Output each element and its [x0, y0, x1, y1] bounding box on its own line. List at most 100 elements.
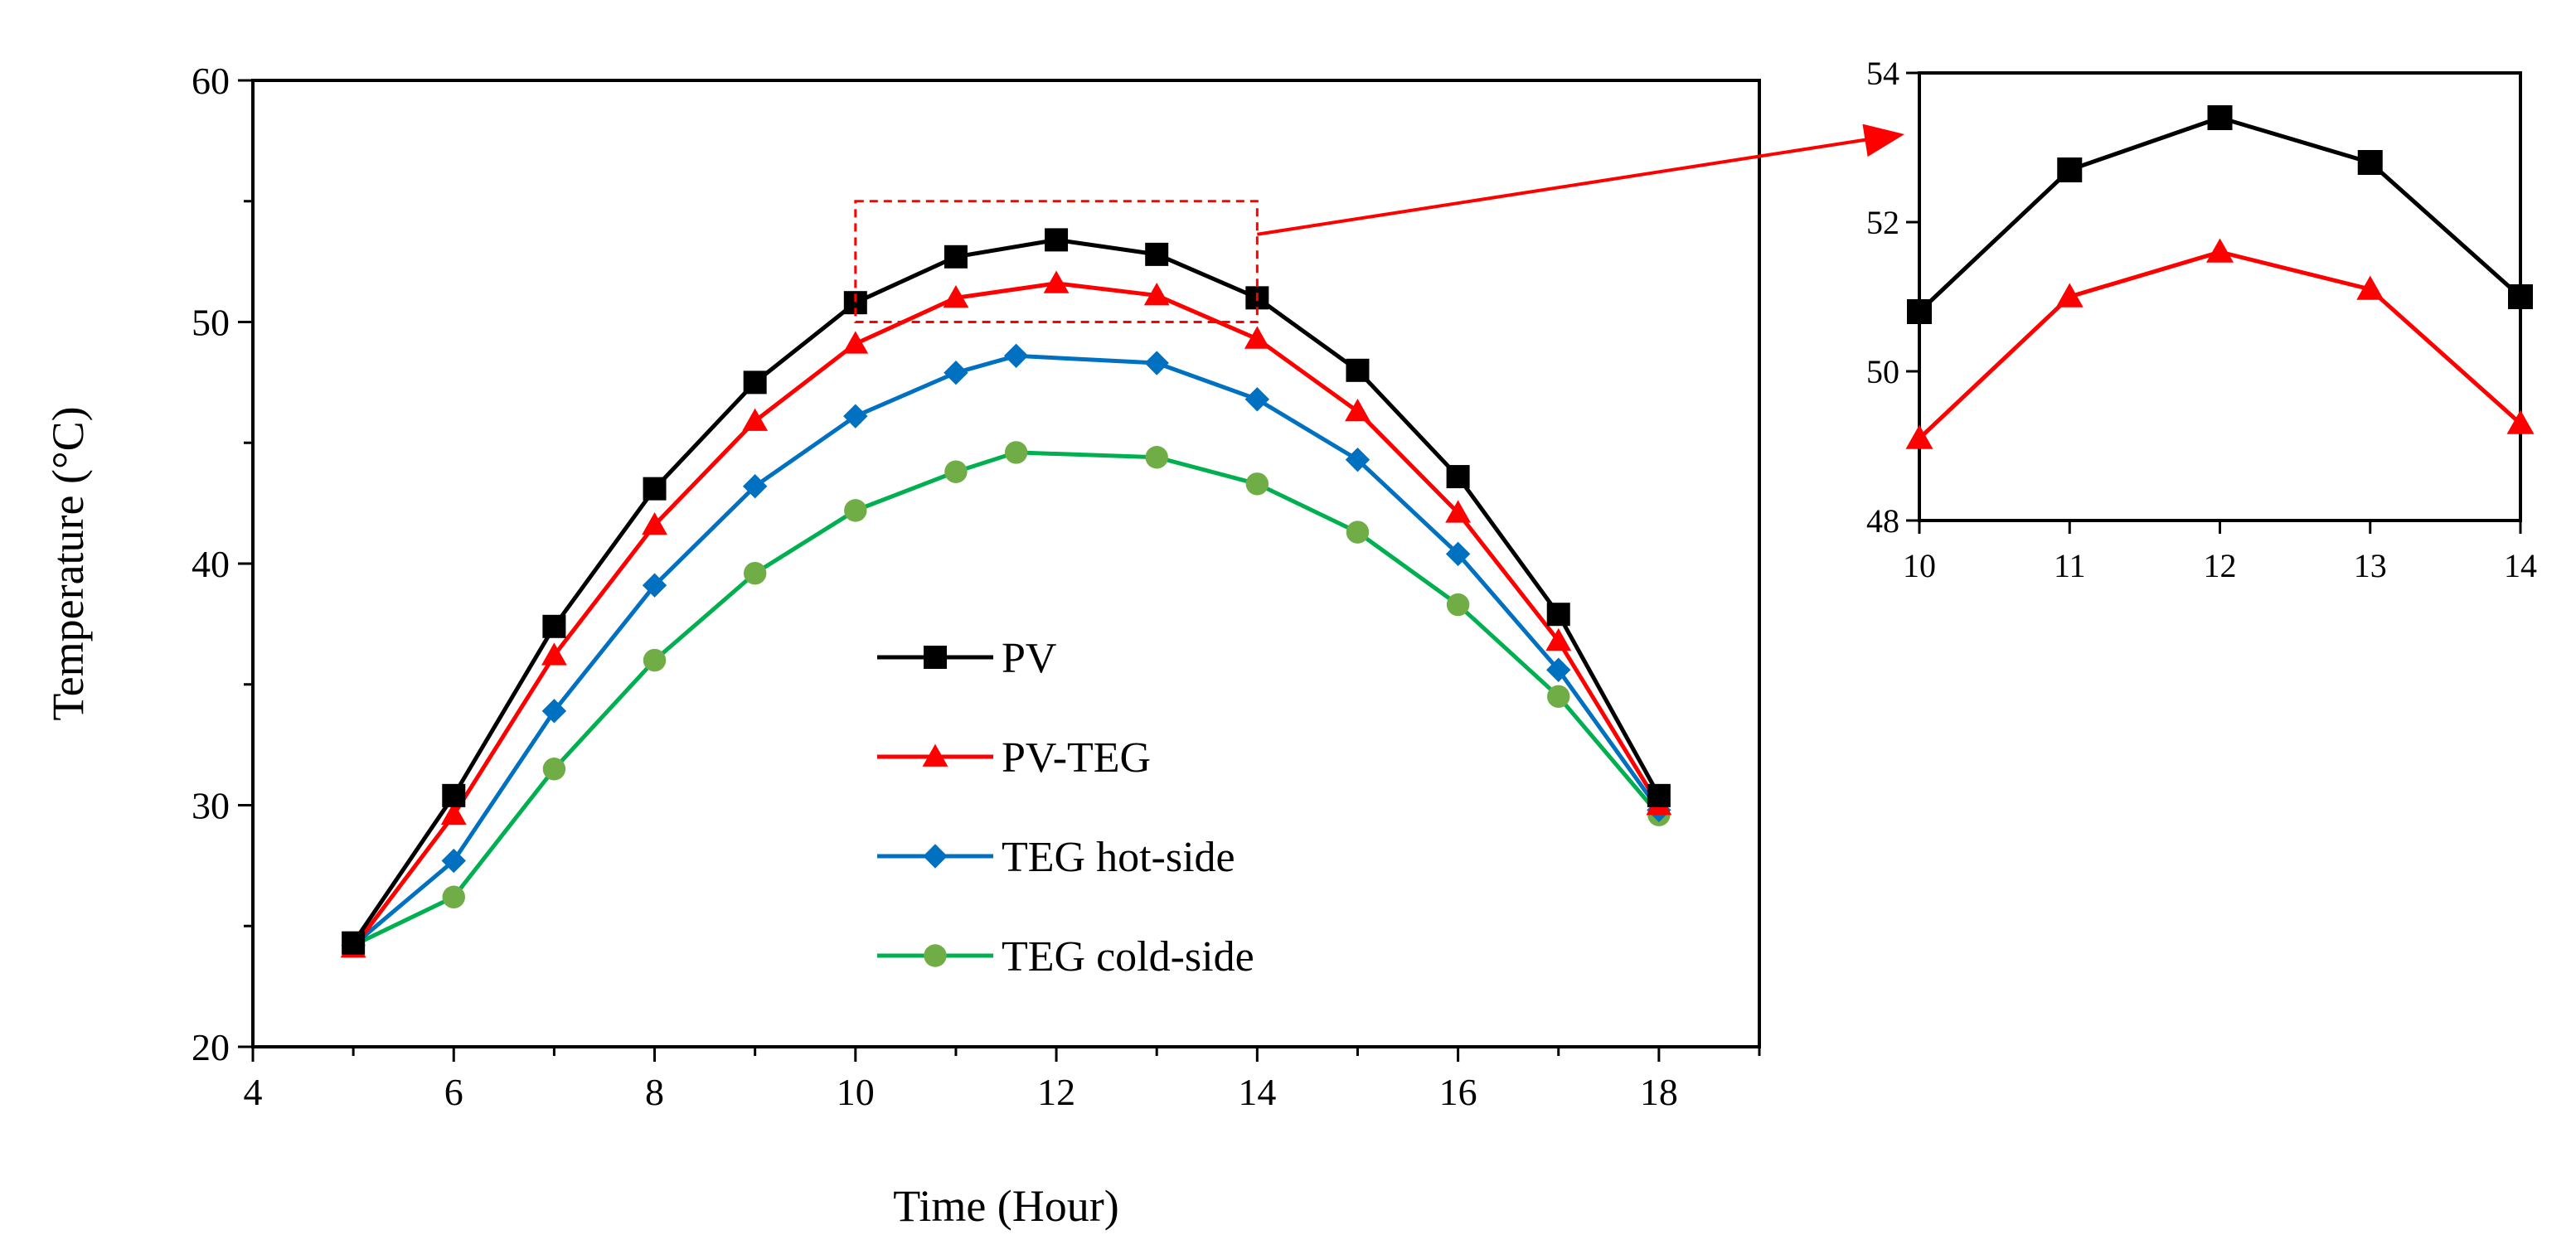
main-data-point-teg-hot-side	[1345, 447, 1370, 472]
main-series-teg-cold-side	[342, 441, 1671, 957]
main-plot-frame	[251, 79, 1761, 1048]
main-data-point-teg-cold-side	[1547, 685, 1570, 709]
zoom-arrow-head	[1862, 123, 1904, 157]
main-series-pv	[342, 228, 1671, 955]
main-data-point-teg-hot-side	[1546, 657, 1571, 682]
zoom-connector	[854, 123, 1904, 323]
main-data-point-teg-cold-side	[1346, 521, 1370, 544]
main-data-point-pv	[1346, 358, 1370, 382]
main-data-point-pv-teg	[1445, 500, 1471, 523]
main-data-point-teg-hot-side	[944, 361, 968, 385]
legend-entry-pv-teg: PV-TEG	[877, 734, 1151, 782]
main-data-point-pv-teg	[1043, 270, 1070, 293]
inset-data-point-pv	[2207, 105, 2233, 130]
main-plot: 4 6 8 10 12 14 16 18 20 30 40 50 60 Time (Hour) Temper…	[43, 60, 1761, 1231]
main-data-point-teg-cold-side	[1446, 593, 1470, 617]
main-data-point-pv-teg	[943, 284, 969, 308]
legend-entry-teg-cold-side: TEG cold-side	[877, 933, 1254, 981]
main-data-point-teg-cold-side	[944, 460, 968, 483]
main-x-tick-label: 4	[244, 1071, 263, 1113]
main-y-tick-label: 20	[192, 1026, 230, 1068]
legend-label-teg-cold-side: TEG cold-side	[1002, 933, 1254, 981]
inset-x-tick-label: 10	[1903, 547, 1936, 584]
main-data-point-pv-teg	[440, 801, 467, 826]
legend-marker-pv	[924, 646, 947, 669]
main-data-point-pv	[1647, 783, 1671, 807]
main-x-tick-label: 10	[837, 1071, 875, 1113]
inset-x-tick-label: 14	[2504, 547, 2537, 584]
inset-series-pv	[1907, 105, 2533, 324]
inset-series-line-pv-teg	[1918, 249, 2522, 440]
inset-data-point-pv	[2357, 150, 2383, 175]
inset-data-point-pv-teg	[1905, 424, 1933, 449]
main-data-point-pv-teg	[1143, 283, 1170, 306]
main-y-tick-label: 40	[192, 543, 230, 585]
legend: PV PV-TEG TEG hot-side TEG cold-side	[877, 635, 1254, 981]
main-x-tick-label: 14	[1238, 1071, 1276, 1113]
main-data-point-pv	[1546, 603, 1570, 627]
main-data-point-teg-cold-side	[1145, 446, 1168, 469]
main-data-point-pv	[442, 783, 466, 807]
legend-label-pv: PV	[1002, 635, 1056, 682]
legend-entry-teg-hot-side: TEG hot-side	[877, 834, 1235, 881]
main-data-point-pv-teg	[1345, 398, 1370, 422]
main-x-axis-title: Time (Hour)	[893, 1181, 1119, 1231]
main-data-point-pv-teg	[842, 331, 869, 354]
main-series-line-teg-hot-side	[352, 353, 1661, 947]
main-y-axis-title: Temperature (°C)	[43, 406, 93, 720]
main-series-line-pv-teg	[352, 281, 1661, 949]
main-data-point-teg-hot-side	[541, 699, 567, 724]
main-data-point-teg-hot-side	[441, 848, 466, 874]
main-data-point-pv-teg	[541, 642, 567, 666]
inset-data-point-pv	[1907, 299, 1932, 324]
main-data-point-pv	[1145, 242, 1169, 266]
main-data-point-teg-hot-side	[1003, 343, 1029, 369]
main-data-point-teg-hot-side	[843, 404, 868, 429]
inset-data-point-pv	[2057, 157, 2083, 182]
main-x-tick-label: 18	[1640, 1071, 1678, 1113]
inset-y-tick-label: 50	[1866, 353, 1899, 390]
legend-marker-pv-teg	[922, 743, 948, 767]
main-data-point-teg-cold-side	[643, 648, 667, 672]
main-series-line-pv	[352, 237, 1662, 945]
main-data-point-teg-cold-side	[844, 499, 867, 522]
main-data-point-pv	[1045, 228, 1069, 252]
inset-data-point-pv-teg	[2055, 283, 2084, 307]
main-data-point-teg-hot-side	[742, 474, 768, 499]
main-data-point-teg-cold-side	[743, 561, 767, 585]
inset-plot-frame	[1918, 71, 2522, 522]
inset-series-line-pv	[1918, 115, 2522, 313]
main-data-point-teg-cold-side	[542, 758, 566, 781]
zoom-box	[854, 200, 1259, 323]
main-data-point-pv	[342, 931, 366, 955]
main-y-tick-label: 50	[192, 302, 230, 344]
legend-label-pv-teg: PV-TEG	[1002, 734, 1151, 782]
inset-y-tick-label: 48	[1866, 502, 1899, 540]
legend-marker-teg-hot-side	[923, 844, 948, 869]
inset-series-pv-teg	[1905, 238, 2535, 449]
main-data-point-pv	[743, 370, 767, 395]
legend-entry-pv: PV	[877, 635, 1056, 682]
legend-label-teg-hot-side: TEG hot-side	[1002, 834, 1235, 881]
main-data-point-teg-hot-side	[1445, 541, 1471, 567]
main-data-point-pv-teg	[1244, 326, 1270, 349]
main-data-point-teg-cold-side	[1004, 441, 1028, 464]
main-data-point-pv	[643, 477, 667, 501]
main-y-tick-label: 30	[192, 785, 230, 827]
inset-x-tick-label: 12	[2204, 547, 2237, 584]
main-x-tick-label: 8	[645, 1071, 664, 1113]
main-data-point-teg-cold-side	[442, 885, 465, 908]
main-data-point-pv-teg	[642, 511, 667, 535]
inset-data-point-pv-teg	[2356, 275, 2384, 300]
main-data-point-pv	[1446, 465, 1470, 489]
inset-data-point-pv-teg	[2506, 409, 2535, 434]
main-data-point-teg-hot-side	[1244, 387, 1270, 412]
main-data-point-teg-hot-side	[1144, 351, 1169, 375]
main-y-tick-label: 60	[192, 60, 230, 102]
main-data-point-pv-teg	[742, 408, 769, 431]
inset-data-point-pv	[2508, 284, 2533, 309]
main-x-tick-label: 16	[1439, 1071, 1477, 1113]
inset-y-tick-label: 54	[1866, 55, 1899, 92]
legend-marker-teg-cold-side	[924, 944, 947, 967]
main-series-line-teg-cold-side	[352, 450, 1661, 947]
